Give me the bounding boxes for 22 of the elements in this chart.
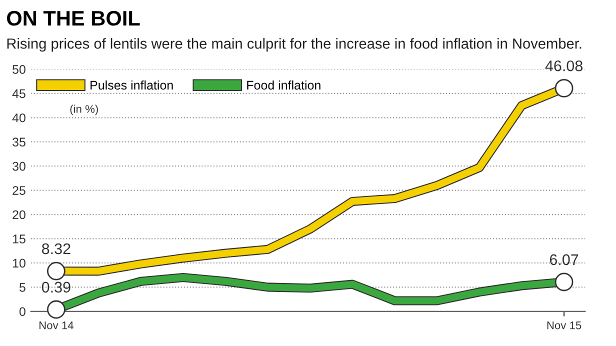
annotation: 8.32 bbox=[42, 243, 70, 254]
annotation: 6.07 bbox=[550, 254, 578, 266]
y-tick-label: 15 bbox=[12, 234, 26, 244]
y-tick-label: 35 bbox=[12, 138, 26, 147]
legend-label: Pulses inflation bbox=[90, 80, 173, 90]
annotation: (in %) bbox=[70, 104, 98, 116]
y-tick-label: 30 bbox=[12, 162, 26, 171]
y-tick-label: 10 bbox=[12, 258, 26, 268]
x-tick-label: Nov 14 bbox=[40, 322, 74, 330]
annotation: 0.39 bbox=[42, 282, 70, 293]
y-tick-label: 45 bbox=[12, 89, 26, 98]
y-tick-label: 50 bbox=[12, 65, 26, 74]
y-tick-label: 40 bbox=[12, 113, 26, 122]
x-tick-label: Nov 15 bbox=[547, 322, 582, 330]
annotation: 46.08 bbox=[545, 60, 582, 72]
y-tick-label: 25 bbox=[12, 186, 26, 195]
legend-label: Food inflation bbox=[247, 80, 320, 90]
y-tick-label: 20 bbox=[12, 210, 26, 220]
chart-title: ON THE BOIL bbox=[7, 10, 140, 26]
y-tick-label: 0 bbox=[19, 307, 26, 316]
chart-subtitle: Rising prices of lentils were the main culprit for the increase in food inflation in November. bbox=[7, 38, 582, 52]
y-tick-label: 5 bbox=[19, 283, 26, 292]
